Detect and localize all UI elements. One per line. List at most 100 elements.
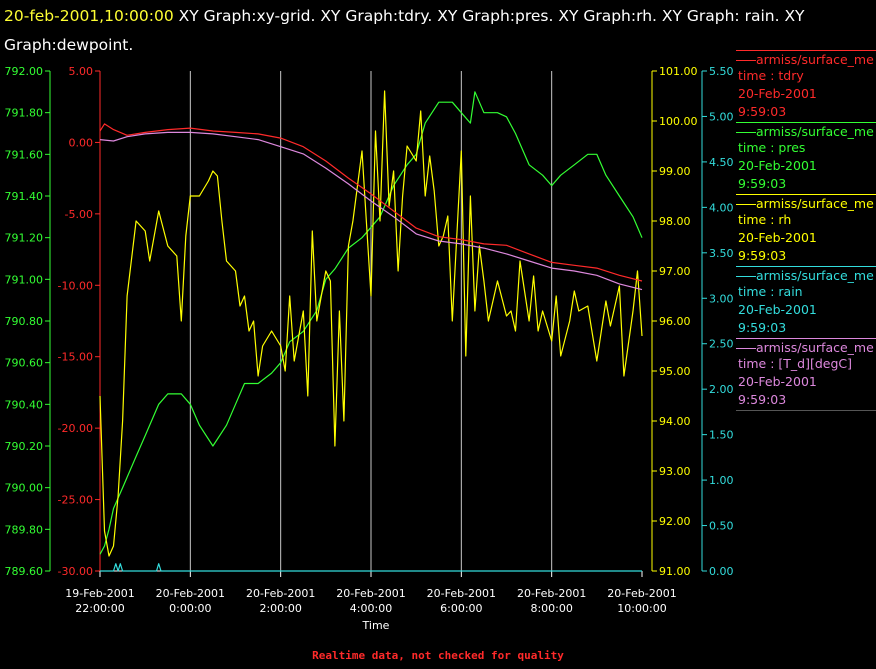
rh-tick-label: 92.00 — [659, 515, 691, 528]
rain-tick-label: 2.00 — [709, 383, 734, 396]
legend-time: 9:59:03 — [738, 392, 787, 407]
x-tick-label-date: 20-Feb-2001 — [427, 587, 496, 600]
x-tick-label-time: 4:00:00 — [350, 602, 392, 615]
rain-tick-label: 1.50 — [709, 429, 734, 442]
legend-entry: armiss/surface_me time : rain 20-Feb-2001 9… — [736, 266, 876, 338]
legend-source: armiss/surface_me — [756, 268, 874, 283]
pres-tick-label: 789.60 — [5, 565, 44, 578]
x-tick-label-time: 0:00:00 — [169, 602, 211, 615]
legend-rule — [736, 266, 876, 267]
rh-tick-label: 99.00 — [659, 165, 691, 178]
rain-tick-label: 0.50 — [709, 520, 734, 533]
rain-tick-label: 5.00 — [709, 110, 734, 123]
legend-source: armiss/surface_me — [756, 196, 874, 211]
pres-tick-label: 791.40 — [5, 190, 44, 203]
legend-time: 9:59:03 — [738, 104, 787, 119]
x-tick-label-date: 20-Feb-2001 — [156, 587, 225, 600]
legend-source-row: armiss/surface_me — [736, 52, 874, 67]
pres-tick-label: 792.00 — [5, 65, 44, 78]
pres-tick-label: 790.40 — [5, 398, 44, 411]
x-tick-label-date: 20-Feb-2001 — [336, 587, 405, 600]
legend-source: armiss/surface_me — [756, 340, 874, 355]
graph-list: XY Graph:xy-grid. XY Graph:tdry. XY Grap… — [4, 7, 805, 54]
legend-rule — [736, 122, 876, 123]
quality-note: Realtime data, not checked for quality — [312, 649, 564, 662]
pres-tick-label: 791.00 — [5, 273, 44, 286]
legend-source-row: armiss/surface_me — [736, 340, 874, 355]
legend-rule — [736, 194, 876, 195]
legend-swatch — [736, 276, 756, 277]
pres-tick-label: 790.00 — [5, 482, 44, 495]
rh-series-line — [99, 90, 643, 557]
legend-rule — [736, 50, 876, 51]
legend-swatch — [736, 132, 756, 133]
legend: armiss/surface_me time : tdry 20-Feb-2001 9… — [736, 50, 876, 410]
x-tick-label-time: 8:00:00 — [530, 602, 572, 615]
legend-time: 9:59:03 — [738, 248, 787, 263]
x-tick-label-date: 20-Feb-2001 — [607, 587, 676, 600]
rh-tick-label: 94.00 — [659, 415, 691, 428]
temp-tick-label: -30.00 — [58, 565, 93, 578]
pres-tick-label: 790.20 — [5, 440, 44, 453]
legend-source-row: armiss/surface_me — [736, 196, 874, 211]
rain-tick-label: 4.00 — [709, 201, 734, 214]
legend-swatch — [736, 348, 756, 349]
legend-source-row: armiss/surface_me — [736, 268, 874, 283]
legend-label: time : pres — [738, 140, 806, 155]
x-tick-label-date: 20-Feb-2001 — [517, 587, 586, 600]
rh-tick-label: 91.00 — [659, 565, 691, 578]
legend-source: armiss/surface_me — [756, 52, 874, 67]
legend-entry: armiss/surface_me time : rh 20-Feb-2001 9:5… — [736, 194, 876, 266]
temp-tick-label: 5.00 — [69, 65, 94, 78]
x-tick-label-time: 10:00:00 — [617, 602, 666, 615]
rh-tick-label: 97.00 — [659, 265, 691, 278]
legend-rule — [736, 338, 876, 339]
temp-tick-label: -20.00 — [58, 422, 93, 435]
temp-tick-label: 0.00 — [69, 136, 94, 149]
rain-tick-label: 0.00 — [709, 565, 734, 578]
rh-tick-label: 100.00 — [659, 115, 698, 128]
rh-tick-label: 96.00 — [659, 315, 691, 328]
legend-label: time : tdry — [738, 68, 804, 83]
x-tick-label-date: 19-Feb-2001 — [65, 587, 134, 600]
rain-tick-label: 1.00 — [709, 474, 734, 487]
rain-tick-label: 4.50 — [709, 156, 734, 169]
x-axis-title: Time — [362, 619, 390, 632]
legend-entry: armiss/surface_me time : [T_d][degC] 20-Fe… — [736, 338, 876, 410]
legend-entry: armiss/surface_me time : tdry 20-Feb-2001 9… — [736, 50, 876, 122]
graph-timestamp: 20-feb-2001,10:00:00 — [4, 7, 174, 25]
rh-tick-label: 95.00 — [659, 365, 691, 378]
tdry-series-line — [99, 123, 643, 282]
graph-title: 20-feb-2001,10:00:00 XY Graph:xy-grid. X… — [4, 2, 872, 60]
legend-source: armiss/surface_me — [756, 124, 874, 139]
rain-tick-label: 5.50 — [709, 65, 734, 78]
legend-source-row: armiss/surface_me — [736, 124, 874, 139]
legend-swatch — [736, 204, 756, 205]
legend-end-rule — [736, 410, 876, 411]
legend-date: 20-Feb-2001 — [738, 158, 817, 173]
rain-tick-label: 3.50 — [709, 247, 734, 260]
legend-label: time : [T_d][degC] — [738, 356, 853, 371]
pres-tick-label: 791.80 — [5, 107, 44, 120]
rh-tick-label: 101.00 — [659, 65, 698, 78]
x-tick-label-time: 22:00:00 — [75, 602, 124, 615]
pres-tick-label: 790.80 — [5, 315, 44, 328]
temp-tick-label: -25.00 — [58, 494, 93, 507]
dewpoint-series-line — [99, 131, 643, 291]
x-tick-label-date: 20-Feb-2001 — [246, 587, 315, 600]
rh-tick-label: 98.00 — [659, 215, 691, 228]
rain-tick-label: 3.00 — [709, 292, 734, 305]
rain-series-line — [100, 563, 642, 572]
x-tick-label-time: 6:00:00 — [440, 602, 482, 615]
x-tick-label-time: 2:00:00 — [259, 602, 301, 615]
temp-tick-label: -15.00 — [58, 351, 93, 364]
legend-swatch — [736, 60, 756, 61]
temp-tick-label: -5.00 — [65, 208, 93, 221]
legend-label: time : rain — [738, 284, 803, 299]
pres-tick-label: 789.80 — [5, 523, 44, 536]
rain-tick-label: 2.50 — [709, 338, 734, 351]
pres-tick-label: 790.60 — [5, 357, 44, 370]
legend-time: 9:59:03 — [738, 320, 787, 335]
legend-date: 20-Feb-2001 — [738, 302, 817, 317]
